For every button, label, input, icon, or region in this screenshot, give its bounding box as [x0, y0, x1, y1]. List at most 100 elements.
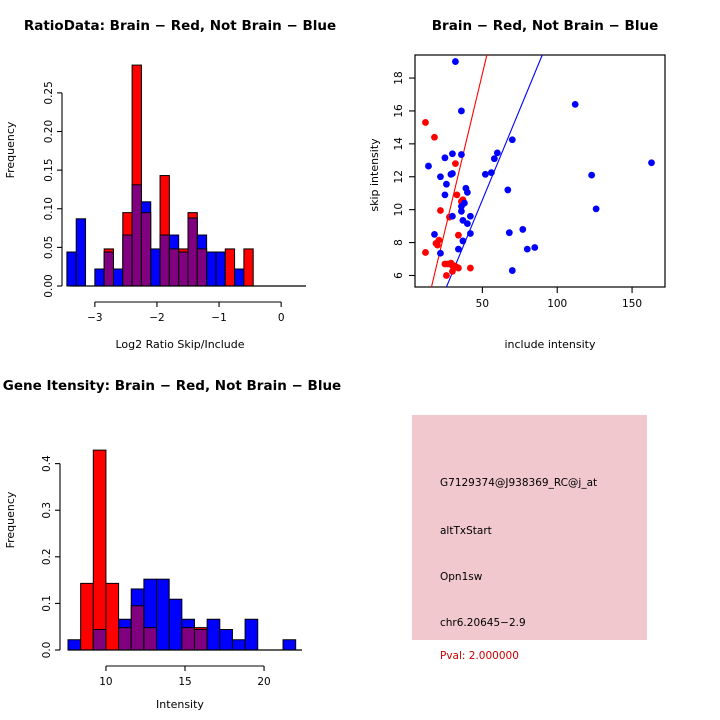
y-tick-label: 16 — [393, 104, 405, 118]
histogram-bar-upper — [67, 639, 82, 651]
scatter-point — [481, 170, 489, 178]
scatter-point — [458, 207, 465, 215]
y-tick-label: 18 — [393, 71, 405, 84]
scatter-point — [455, 264, 462, 272]
intensity-scatter-title: Brain − Red, Not Brain − Blue — [432, 18, 658, 34]
y-tick-label: 0.4 — [41, 455, 53, 472]
scatter-point — [463, 188, 471, 196]
histogram-bar-overlap — [143, 627, 158, 651]
histogram-bar-upper — [282, 639, 297, 651]
histogram-bar-overlap — [122, 234, 133, 287]
x-tick-label: 150 — [622, 298, 642, 310]
scatter-point — [487, 169, 495, 177]
x-tick-label: 0 — [278, 312, 285, 324]
scatter-point — [441, 154, 449, 162]
histogram-bar-upper — [243, 248, 254, 287]
histogram-bar-upper — [206, 251, 217, 287]
histogram-bar-upper — [156, 578, 170, 651]
x-tick-label: 50 — [476, 298, 489, 310]
ratio-histogram-title: RatioData: Brain − Red, Not Brain − Blue — [24, 18, 336, 34]
ratio-histogram-yaxis: 0.00 0.05 0.10 0.15 0.20 0.25 — [43, 81, 63, 298]
annotation-info-box: G7129374@J938369_RC@j_at altTxStart Opn1… — [412, 415, 647, 662]
x-tick-label: −1 — [211, 312, 226, 324]
y-tick-label: 0.15 — [43, 158, 55, 181]
ratio-histogram-xlabel: Log2 Ratio Skip/Include — [115, 338, 244, 351]
histogram-bar-upper — [244, 618, 259, 651]
scatter-point — [425, 162, 432, 170]
intensity-scatter-points — [422, 58, 655, 279]
scatter-point — [431, 230, 438, 238]
y-tick-label: 6 — [393, 272, 405, 279]
scatter-point — [437, 207, 444, 214]
scatter-point — [648, 159, 655, 167]
gene-symbol-text: Opn1sw — [440, 571, 483, 583]
gene-intensity-xlabel: Intensity — [156, 698, 204, 711]
scatter-point — [452, 58, 459, 65]
gene-intensity-title: Gene Itensity: Brain − Red, Not Brain − … — [3, 378, 341, 394]
locus-text: chr6.20645−2.9 — [440, 617, 526, 629]
scatter-point — [466, 264, 474, 272]
histogram-bar-upper — [75, 218, 87, 287]
histogram-bar-upper — [105, 582, 120, 651]
scatter-point — [458, 151, 465, 158]
y-tick-label: 0.1 — [41, 595, 53, 612]
histogram-bar-overlap — [92, 629, 107, 651]
histogram-bar-upper — [215, 251, 226, 287]
histogram-bar-upper — [224, 248, 236, 287]
scatter-point — [458, 202, 465, 210]
ratio-histogram-bars — [66, 64, 254, 287]
panel-annotation-info: G7129374@J938369_RC@j_at altTxStart Opn1… — [360, 360, 720, 720]
scatter-point — [463, 220, 471, 228]
x-tick-label: 10 — [99, 676, 112, 688]
y-tick-label: 0.20 — [43, 120, 55, 143]
histogram-bar-upper — [66, 251, 77, 287]
panel-intensity-scatter: Brain − Red, Not Brain − Blue skip inten… — [360, 0, 720, 360]
gene-intensity-yaxis: 0.0 0.1 0.2 0.3 0.4 — [41, 455, 61, 658]
histogram-bar-overlap — [140, 212, 152, 287]
scatter-point — [441, 191, 449, 199]
y-tick-label: 0.10 — [43, 197, 55, 220]
scatter-point — [588, 171, 596, 179]
scatter-point — [449, 150, 456, 158]
scatter-point — [508, 136, 516, 144]
y-tick-label: 0.25 — [43, 81, 55, 104]
gene-intensity-ylabel: Frequency — [4, 491, 17, 548]
event-type-text: altTxStart — [440, 525, 492, 537]
gene-intensity-svg: Gene Itensity: Brain − Red, Not Brain − … — [3, 378, 341, 711]
panel-ratio-histogram: RatioData: Brain − Red, Not Brain − Blue… — [0, 0, 360, 360]
intensity-scatter-xaxis: 50 100 150 — [476, 287, 642, 310]
pval-text: Pval: 2.000000 — [440, 650, 519, 662]
histogram-bar-upper — [206, 618, 221, 651]
histogram-bar-overlap — [187, 217, 198, 287]
brain-fit-line — [430, 54, 488, 288]
scatter-point — [452, 160, 459, 167]
plot-frame — [414, 54, 666, 288]
y-tick-label: 0.3 — [41, 502, 53, 519]
scatter-point — [455, 231, 462, 239]
scatter-point — [459, 237, 467, 245]
scatter-point — [431, 133, 438, 141]
scatter-point — [422, 119, 429, 126]
ratio-histogram-ylabel: Frequency — [4, 121, 17, 178]
y-tick-label: 8 — [393, 239, 405, 246]
histogram-bar-overlap — [130, 605, 145, 651]
histogram-bar-upper — [112, 268, 124, 287]
histogram-bar-upper — [168, 598, 183, 651]
panel-gene-intensity-histogram: Gene Itensity: Brain − Red, Not Brain − … — [0, 360, 360, 720]
scatter-point — [592, 205, 600, 213]
histogram-bar-overlap — [193, 629, 208, 651]
scatter-point — [519, 226, 527, 233]
probe-id-text: G7129374@J938369_RC@j_at — [440, 477, 598, 489]
histogram-bar-overlap — [103, 251, 114, 287]
histogram-bar-upper — [219, 629, 233, 651]
not-brain-fit-line — [445, 54, 543, 288]
scatter-point — [422, 249, 429, 256]
scatter-point — [443, 272, 450, 279]
histogram-bar-overlap — [178, 251, 189, 287]
scatter-point — [504, 186, 512, 194]
y-tick-label: 10 — [393, 203, 405, 216]
x-tick-label: −2 — [149, 312, 164, 324]
scatter-point — [571, 100, 579, 108]
scatter-point — [437, 249, 444, 257]
